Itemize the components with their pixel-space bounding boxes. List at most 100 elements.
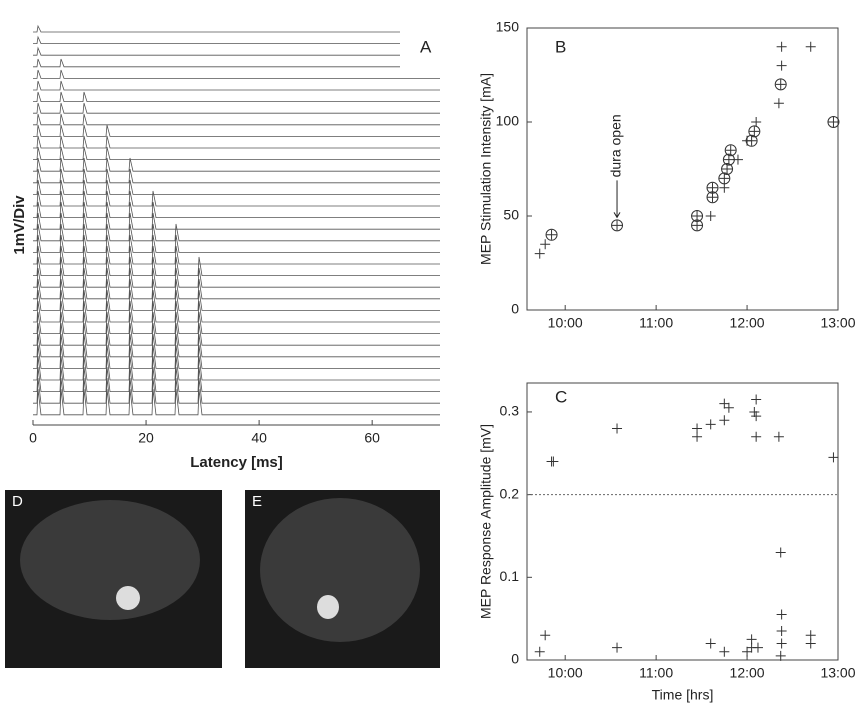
panel-label: D	[12, 493, 23, 510]
trace	[33, 256, 440, 276]
marker-part	[724, 144, 737, 157]
trace	[33, 333, 440, 358]
point	[705, 638, 716, 649]
point	[612, 642, 623, 653]
marker-part	[548, 456, 559, 467]
marker-part	[719, 182, 730, 193]
point	[749, 406, 760, 417]
point	[775, 547, 786, 558]
marker-part	[692, 431, 703, 442]
trace	[33, 168, 440, 184]
marker-part	[723, 402, 734, 413]
y-axis-label: MEP Stimulation Intensity [mA]	[478, 73, 494, 265]
marker-part	[805, 638, 816, 649]
marker-part	[775, 547, 786, 558]
trace	[33, 113, 440, 126]
point	[719, 182, 730, 193]
marker-part	[746, 634, 757, 645]
trace	[33, 69, 440, 79]
x-axis-label: Time [hrs]	[652, 687, 714, 703]
y-tick-label: 0.3	[500, 403, 520, 419]
marker-part	[751, 431, 762, 442]
y-tick-label: 0.2	[500, 485, 520, 501]
tumor	[317, 595, 339, 619]
trace	[33, 366, 440, 392]
trace	[33, 179, 440, 195]
brain-shape	[260, 498, 420, 642]
marker-part	[540, 630, 551, 641]
y-tick-label: 0	[511, 651, 519, 667]
y-tick-label: 100	[496, 113, 520, 129]
point	[746, 634, 757, 645]
marker-part	[612, 642, 623, 653]
marker-part	[719, 398, 730, 409]
marker-part	[692, 220, 703, 231]
x-tick-label: 12:00	[730, 315, 765, 331]
x-tick-label: 11:00	[639, 665, 673, 681]
point	[805, 638, 816, 649]
trace	[33, 102, 440, 114]
marker-part	[611, 219, 624, 232]
trace	[33, 300, 440, 323]
point	[748, 125, 761, 138]
marker-part	[705, 638, 716, 649]
point	[719, 398, 730, 409]
trace	[33, 135, 440, 149]
y-tick-label: 0.1	[500, 568, 520, 584]
panel-label: C	[555, 387, 567, 406]
trace	[33, 46, 400, 56]
plot-frame	[526, 27, 839, 311]
trace	[33, 80, 440, 91]
point	[611, 219, 624, 232]
marker-part	[776, 626, 787, 637]
marker-part	[751, 394, 762, 405]
trace	[33, 278, 440, 300]
point	[828, 452, 839, 463]
marker-part	[719, 415, 730, 426]
plot-frame	[526, 382, 839, 661]
point	[751, 117, 762, 127]
marker-part	[692, 211, 703, 221]
trace	[33, 124, 440, 137]
point	[751, 431, 762, 442]
marker-part	[545, 228, 558, 241]
point	[540, 630, 551, 641]
x-tick-label: 0	[29, 430, 37, 446]
marker-part	[775, 79, 786, 90]
trace	[33, 157, 440, 172]
x-tick-label: 13:00	[820, 665, 855, 681]
trace	[33, 344, 440, 369]
point	[719, 415, 730, 426]
point	[751, 394, 762, 405]
point	[545, 228, 558, 241]
point	[705, 419, 716, 430]
point	[548, 456, 559, 467]
marker-part	[706, 181, 719, 194]
point	[534, 248, 545, 259]
marker-part	[751, 411, 762, 422]
marker-part	[707, 182, 718, 193]
point	[721, 163, 734, 175]
marker-part	[534, 646, 545, 657]
trace	[33, 58, 400, 68]
point	[719, 646, 730, 657]
trace	[33, 35, 400, 44]
trace	[33, 311, 440, 334]
point	[745, 134, 758, 147]
marker-part	[719, 173, 730, 184]
point	[540, 239, 551, 250]
marker-part	[773, 98, 784, 109]
point	[718, 172, 731, 185]
trace	[33, 234, 440, 253]
marker-part	[742, 646, 753, 657]
x-tick-label: 20	[138, 430, 154, 446]
point	[827, 116, 840, 128]
marker-part	[776, 609, 787, 620]
marker-part	[748, 125, 761, 138]
marker-part	[828, 117, 839, 127]
trace	[33, 377, 440, 404]
point	[776, 609, 787, 620]
point	[774, 78, 787, 91]
marker-part	[773, 431, 784, 442]
